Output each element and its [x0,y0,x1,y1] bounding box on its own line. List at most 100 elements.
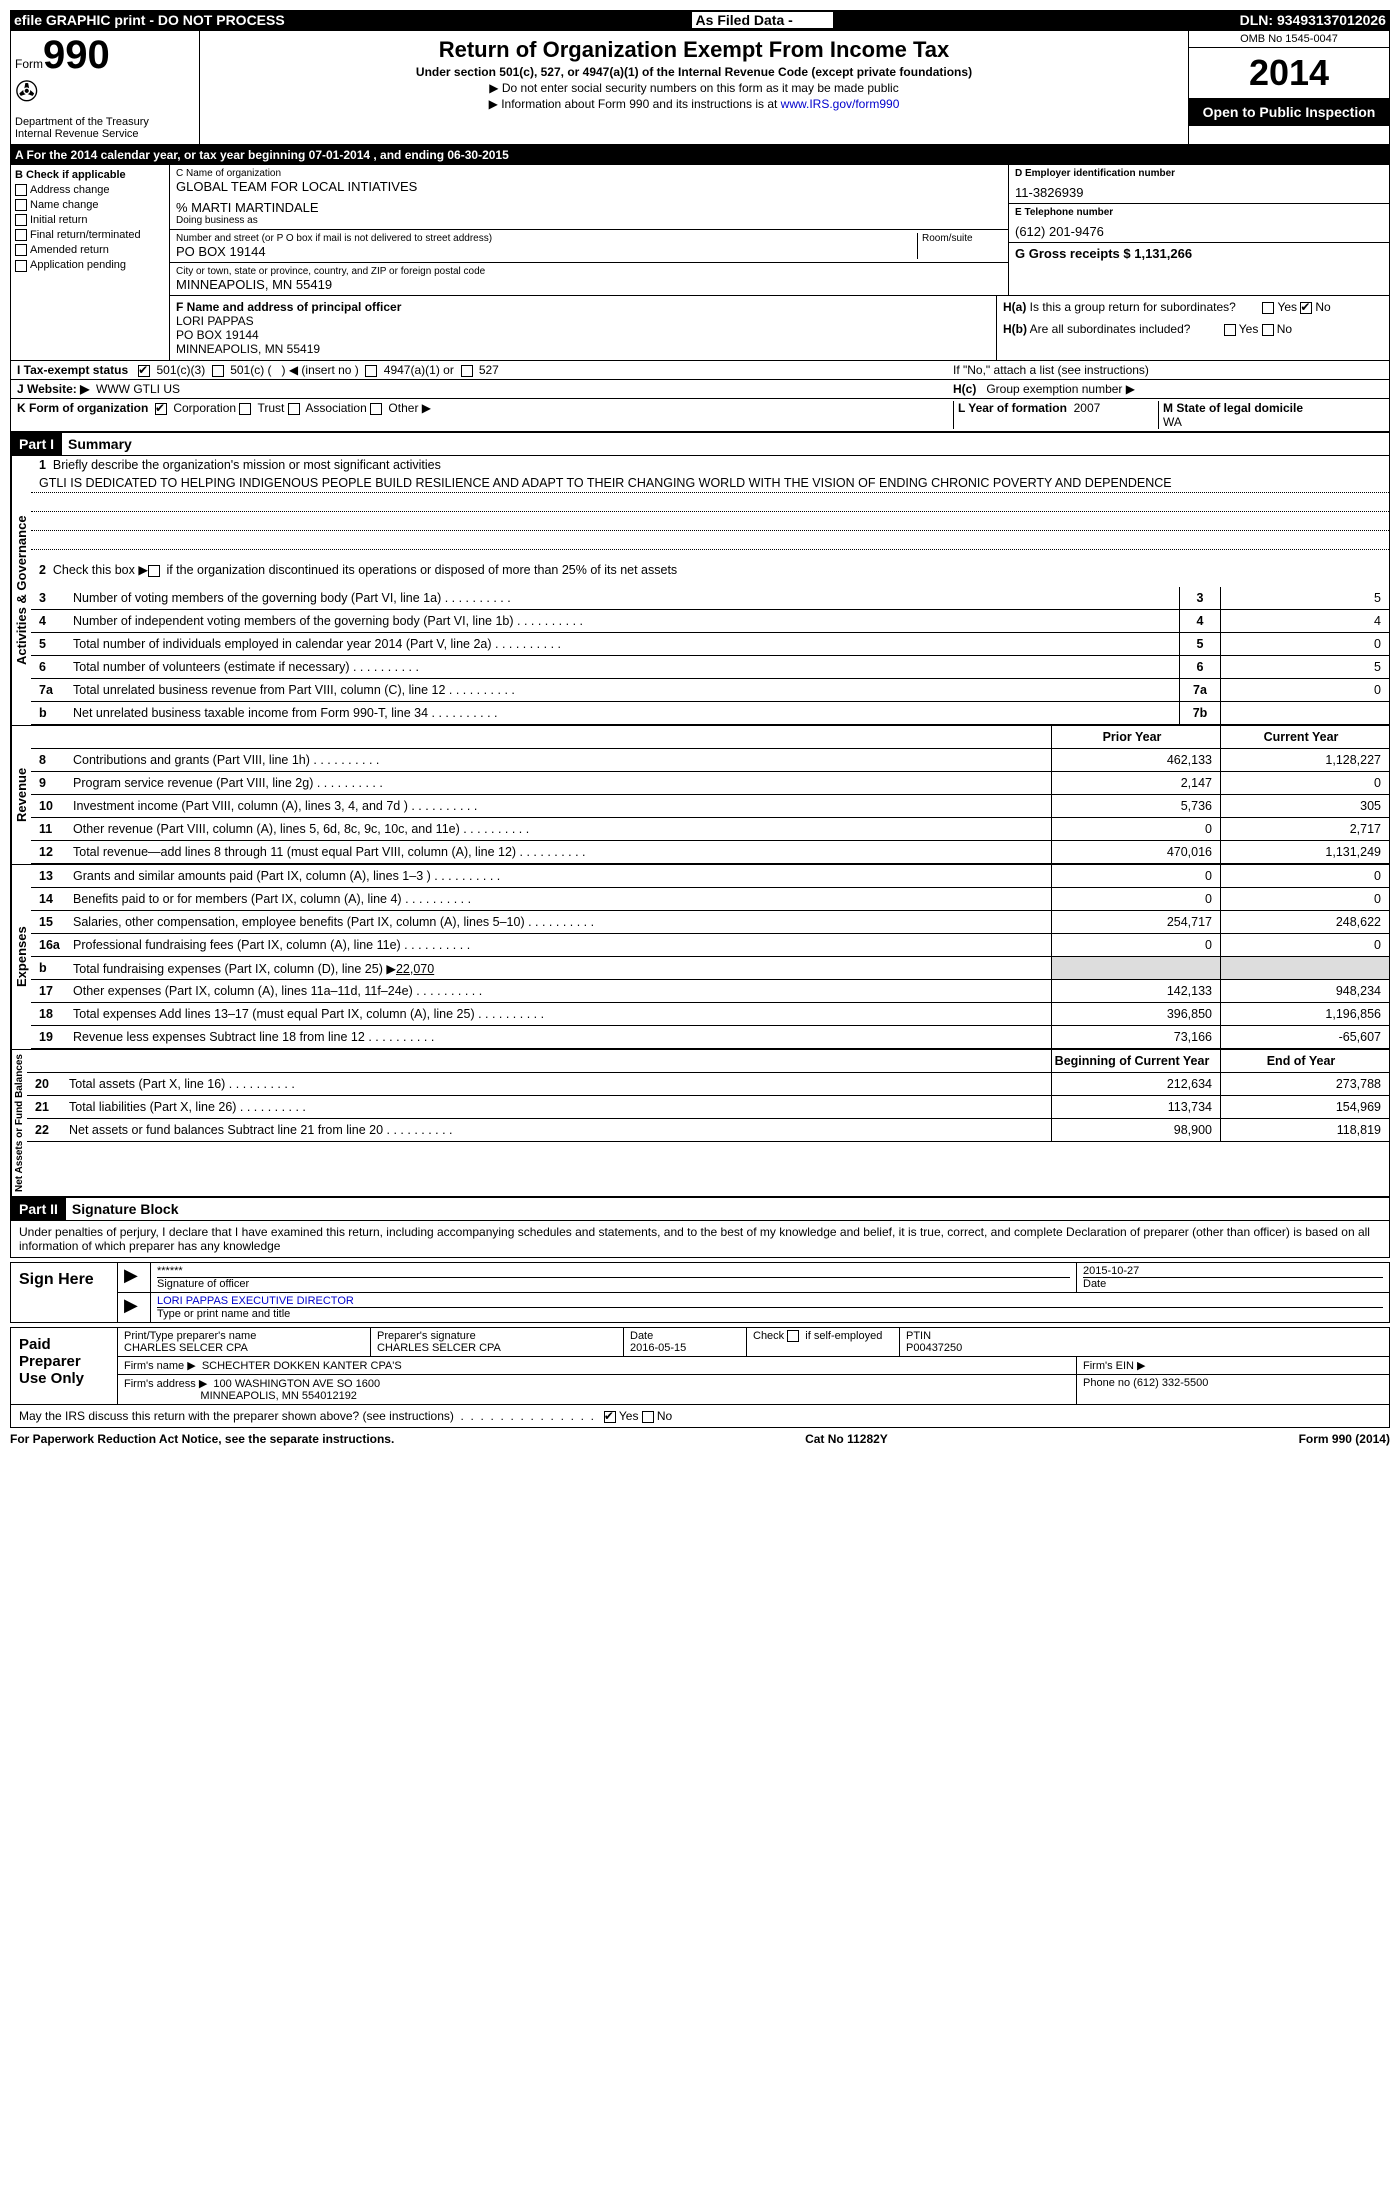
part1-title: Summary [68,436,132,452]
section-a: A For the 2014 calendar year, or tax yea… [10,145,1390,165]
top-center: As Filed Data - [692,12,833,28]
vlabel-rev: Revenue [11,726,31,864]
q2: Check this box ▶ if the organization dis… [53,563,677,577]
part2-header: Part II [11,1198,66,1220]
form-header: Form990 ✇ Department of the Treasury Int… [10,30,1390,145]
omb-number: OMB No 1545-0047 [1189,31,1389,48]
k-row: K Form of organization Corporation Trust… [17,401,953,429]
phone: (612) 201-9476 [1015,224,1383,239]
form-number: 990 [43,33,110,77]
mission-blank3 [31,531,1389,550]
firm-addr: Firm's address ▶ 100 WASHINGTON AVE SO 1… [118,1375,1077,1404]
firm-phone: Phone no (612) 332-5500 [1077,1375,1389,1404]
py-header: Prior Year [1051,726,1220,748]
officer-sig: ****** [157,1265,1070,1277]
e-label: E Telephone number [1015,207,1383,218]
financial-line: bTotal fundraising expenses (Part IX, co… [31,957,1389,980]
part2-title: Signature Block [72,1201,179,1217]
summary-line: 4Number of independent voting members of… [31,610,1389,633]
discuss-row: May the IRS discuss this return with the… [10,1405,1390,1428]
form-label: Form [15,57,43,71]
form-note1: ▶ Do not enter social security numbers o… [208,81,1180,95]
officer-2: PO BOX 19144 [176,328,990,342]
prep-date: 2016-05-15 [630,1342,740,1354]
form-title: Return of Organization Exempt From Incom… [208,37,1180,63]
checkbox-item: Name change [15,199,165,211]
hb-note: If "No," attach a list (see instructions… [953,363,1383,377]
bcy-header: End of Year [1220,1050,1389,1072]
financial-line: 14Benefits paid to or for members (Part … [31,888,1389,911]
org-addr: PO BOX 19144 [176,244,917,259]
vlabel-bal: Net Assets or Fund Balances [11,1050,27,1196]
summary-line: bNet unrelated business taxable income f… [31,702,1389,725]
top-right: DLN: 93493137012026 [1240,12,1386,28]
org-careof: % MARTI MARTINDALE [176,200,1002,215]
hb: H(b) Are all subordinates included? Yes … [1003,322,1383,336]
summary-line: 6Total number of volunteers (estimate if… [31,656,1389,679]
city-label: City or town, state or province, country… [176,266,1002,277]
vlabel-gov: Activities & Governance [11,456,31,725]
cy-header: Current Year [1220,726,1389,748]
footer-left: For Paperwork Reduction Act Notice, see … [10,1432,394,1446]
i-row: I Tax-exempt status 501(c)(3) 501(c) ( )… [17,363,953,377]
mission-blank1 [31,493,1389,512]
perjury: Under penalties of perjury, I declare th… [10,1221,1390,1258]
ha: H(a) Is this a group return for subordin… [1003,300,1383,314]
arrow-icon-2: ▶ [118,1293,151,1322]
financial-line: 16aProfessional fundraising fees (Part I… [31,934,1389,957]
prep-name-label: Print/Type preparer's name [124,1330,364,1342]
top-bar: efile GRAPHIC print - DO NOT PROCESS As … [10,10,1390,30]
checkbox-item: Application pending [15,259,165,271]
checkbox-item: Initial return [15,214,165,226]
footer-right: Form 990 (2014) [1299,1432,1390,1446]
financial-line: 15Salaries, other compensation, employee… [31,911,1389,934]
financial-line: 12Total revenue—add lines 8 through 11 (… [31,841,1389,864]
entity-grid: B Check if applicable Address change Name… [10,165,1390,361]
dept-1: Department of the Treasury [15,116,195,128]
financial-line: 17Other expenses (Part IX, column (A), l… [31,980,1389,1003]
checkbox-item: Address change [15,184,165,196]
prep-name: CHARLES SELCER CPA [124,1342,364,1354]
g-label: G Gross receipts $ 1,131,266 [1015,246,1383,261]
financial-line: 22Net assets or fund balances Subtract l… [27,1119,1389,1142]
ptin: P00437250 [906,1342,1383,1354]
c-label: C Name of organization [176,168,1002,179]
financial-line: 19Revenue less expenses Subtract line 18… [31,1026,1389,1049]
l-row: L Year of formation 2007 [953,401,1158,429]
addr-label: Number and street (or P O box if mail is… [176,233,917,244]
footer-center: Cat No 11282Y [805,1432,888,1446]
top-left: efile GRAPHIC print - DO NOT PROCESS [14,12,285,28]
financial-line: 20Total assets (Part X, line 16)212,6342… [27,1073,1389,1096]
firm-name: Firm's name ▶ SCHECHTER DOKKEN KANTER CP… [118,1357,1077,1374]
financial-line: 11Other revenue (Part VIII, column (A), … [31,818,1389,841]
prep-date-label: Date [630,1330,740,1342]
ptin-label: PTIN [906,1330,1383,1342]
dba-label: Doing business as [176,215,1002,226]
open-public: Open to Public Inspection [1189,98,1389,126]
summary-line: 3Number of voting members of the governi… [31,587,1389,610]
form-note2: ▶ Information about Form 990 and its ins… [208,97,1180,111]
check-label: B Check if applicable [15,169,165,181]
financial-line: 21Total liabilities (Part X, line 26)113… [27,1096,1389,1119]
form-subtitle: Under section 501(c), 527, or 4947(a)(1)… [208,65,1180,79]
financial-line: 13Grants and similar amounts paid (Part … [31,865,1389,888]
m-row: M State of legal domicileWA [1158,401,1383,429]
summary-line: 5Total number of individuals employed in… [31,633,1389,656]
financial-line: 10Investment income (Part VIII, column (… [31,795,1389,818]
vlabel-exp: Expenses [11,865,31,1049]
summary-line: 7aTotal unrelated business revenue from … [31,679,1389,702]
irs-logo: ✇ [15,75,195,108]
officer-name[interactable]: LORI PAPPAS EXECUTIVE DIRECTOR [157,1295,354,1307]
officer-3: MINNEAPOLIS, MN 55419 [176,342,990,356]
form-link[interactable]: www.IRS.gov/form990 [781,97,900,111]
d-label: D Employer identification number [1015,168,1383,179]
self-emp: Check if self-employed [747,1328,900,1356]
ein: 11-3826939 [1015,185,1383,200]
hc: H(c) Group exemption number ▶ [953,382,1383,396]
firm-ein: Firm's EIN ▶ [1077,1357,1389,1374]
financial-line: 9Program service revenue (Part VIII, lin… [31,772,1389,795]
q1: Briefly describe the organization's miss… [53,458,441,472]
org-city: MINNEAPOLIS, MN 55419 [176,277,1002,292]
bpy-header: Beginning of Current Year [1051,1050,1220,1072]
paid-preparer: Paid Preparer Use Only [11,1328,118,1404]
